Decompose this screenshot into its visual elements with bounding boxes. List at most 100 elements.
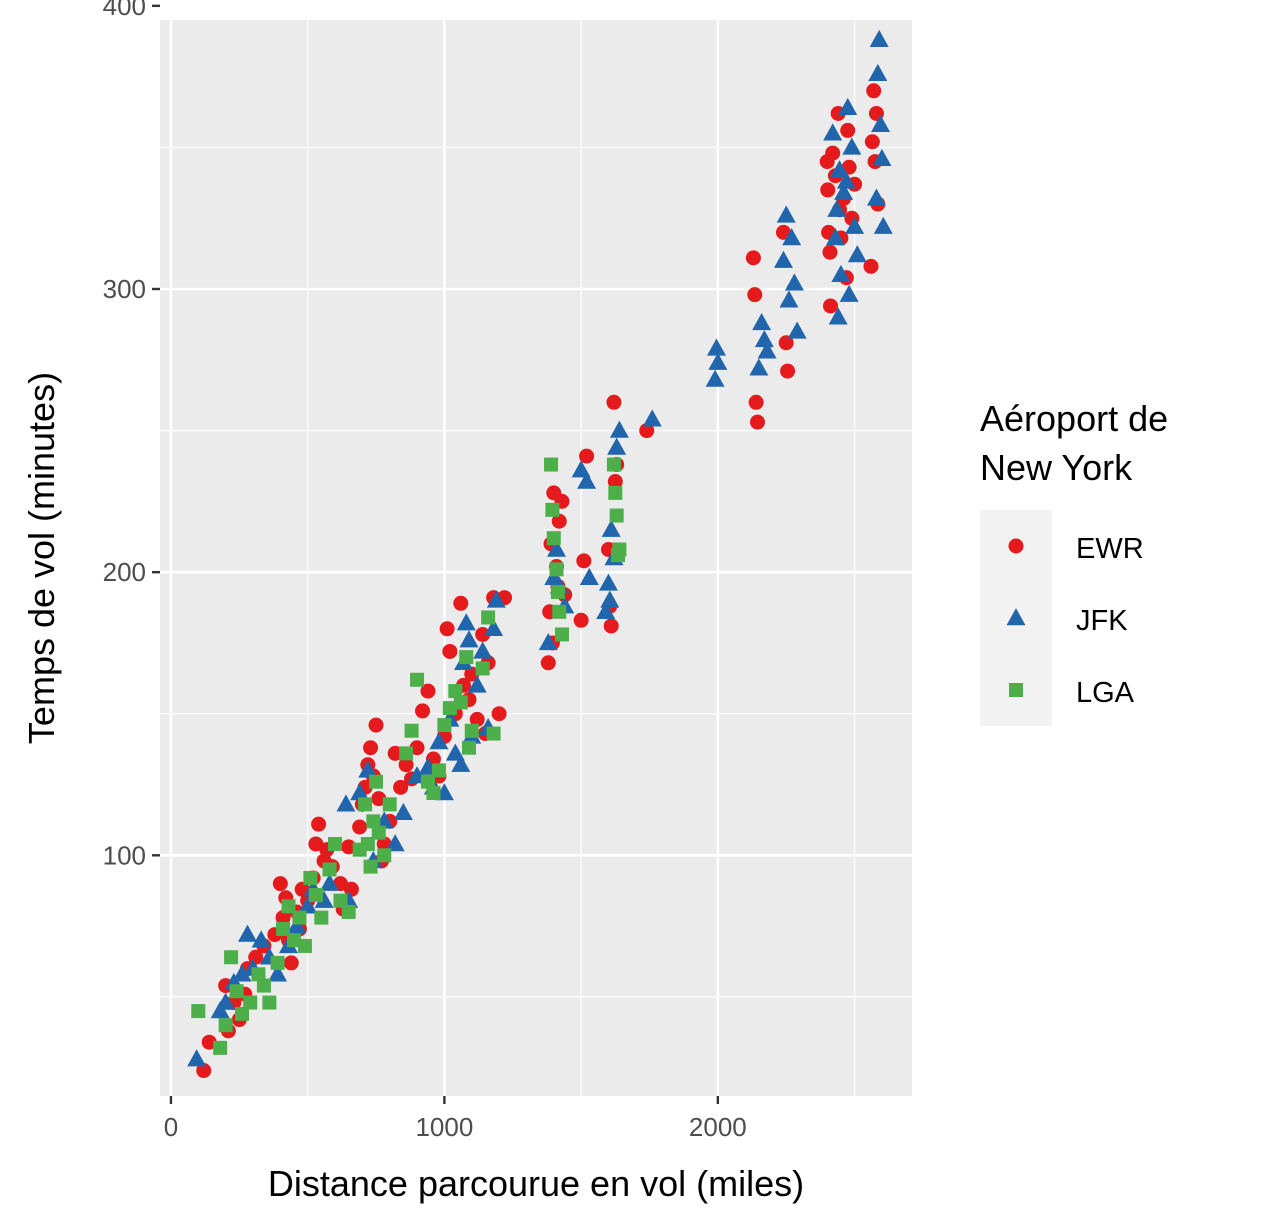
y-tick-label: 100: [103, 840, 146, 870]
point-lga: [270, 955, 285, 970]
point-ewr: [748, 394, 764, 410]
point-jfk: [467, 675, 487, 693]
point-lga: [437, 718, 452, 733]
x-axis-title: Distance parcourue en vol (miles): [268, 1163, 804, 1204]
point-ewr: [352, 819, 368, 835]
point-ewr: [387, 745, 403, 761]
point-lga: [243, 995, 258, 1010]
point-lga: [410, 672, 425, 687]
point-jfk: [350, 783, 370, 801]
point-jfk: [579, 567, 599, 586]
point-jfk: [385, 834, 405, 852]
point-lga: [218, 1018, 233, 1033]
legend-keys: [1006, 538, 1026, 697]
point-jfk: [752, 313, 772, 331]
point-lga: [286, 933, 301, 948]
point-jfk: [577, 471, 597, 489]
point-ewr: [825, 145, 841, 161]
point-ewr: [464, 666, 480, 682]
point-jfk: [320, 873, 340, 891]
grid-major: [160, 4, 912, 1096]
legend-label-lga: LGA: [1076, 677, 1135, 709]
point-lga: [328, 836, 343, 851]
point-lga: [292, 910, 307, 925]
point-lga: [431, 763, 446, 778]
point-jfk: [601, 519, 621, 537]
point-jfk: [538, 633, 558, 651]
point-jfk: [216, 992, 236, 1010]
point-jfk: [451, 754, 471, 772]
point-jfk: [869, 29, 889, 48]
point-lga: [363, 859, 378, 874]
point-ewr: [639, 423, 655, 439]
point-jfk: [773, 250, 793, 268]
point-jfk: [831, 264, 851, 283]
point-lga: [549, 562, 564, 577]
data-points: [187, 29, 893, 1079]
point-lga: [262, 995, 277, 1010]
point-ewr: [409, 740, 425, 756]
point-jfk: [187, 1049, 207, 1067]
point-jfk: [828, 307, 848, 325]
point-lga: [546, 531, 561, 546]
point-lga: [191, 1004, 206, 1019]
legend-label-ewr: EWR: [1076, 533, 1144, 565]
point-lga: [608, 485, 623, 500]
point-lga: [545, 502, 560, 517]
point-lga: [481, 610, 496, 625]
point-ewr: [775, 224, 791, 240]
point-lga: [314, 910, 329, 925]
point-jfk: [782, 228, 802, 246]
point-ewr: [540, 655, 556, 671]
point-jfk: [842, 137, 862, 155]
point-jfk: [823, 123, 843, 141]
x-tick-label: 0: [164, 1112, 178, 1142]
point-ewr: [393, 779, 409, 795]
point-lga: [256, 978, 271, 993]
point-ewr: [551, 513, 567, 529]
point-ewr: [442, 643, 458, 659]
point-jfk: [834, 182, 854, 200]
point-ewr: [371, 791, 387, 807]
point-ewr: [603, 618, 619, 634]
point-ewr: [863, 258, 879, 274]
point-ewr: [196, 1063, 212, 1079]
point-ewr: [311, 816, 327, 832]
point-ewr: [820, 182, 836, 198]
point-ewr: [363, 740, 379, 756]
point-lga: [544, 457, 559, 472]
point-jfk: [706, 338, 726, 356]
point-jfk: [784, 273, 804, 291]
point-lga: [213, 1040, 228, 1055]
point-jfk: [642, 409, 662, 427]
point-jfk: [268, 964, 288, 982]
point-jfk: [456, 613, 476, 631]
point-ewr: [368, 717, 384, 733]
point-lga: [550, 584, 565, 599]
point-ewr: [747, 287, 763, 303]
point-ewr: [778, 335, 794, 351]
point-ewr: [283, 955, 299, 971]
point-ewr: [491, 706, 507, 722]
point-jfk: [839, 284, 859, 302]
point-lga: [229, 984, 244, 999]
legend: Aéroport de New York EWR JFK LGA: [980, 398, 1168, 726]
legend-label-jfk: JFK: [1076, 605, 1128, 637]
point-jfk: [838, 97, 858, 115]
point-ewr: [749, 414, 765, 430]
point-lga: [235, 1006, 250, 1021]
point-jfk: [872, 148, 892, 166]
x-tick-label: 1000: [415, 1112, 473, 1142]
point-lga: [276, 921, 291, 936]
point-jfk: [486, 590, 506, 608]
point-lga: [426, 786, 441, 801]
point-lga: [399, 746, 414, 761]
y-tick-label: 200: [103, 557, 146, 587]
point-lga: [554, 627, 569, 642]
point-ewr: [607, 474, 623, 490]
point-lga: [297, 938, 312, 953]
point-lga: [475, 661, 490, 676]
point-lga: [606, 457, 621, 472]
point-jfk: [607, 437, 627, 455]
